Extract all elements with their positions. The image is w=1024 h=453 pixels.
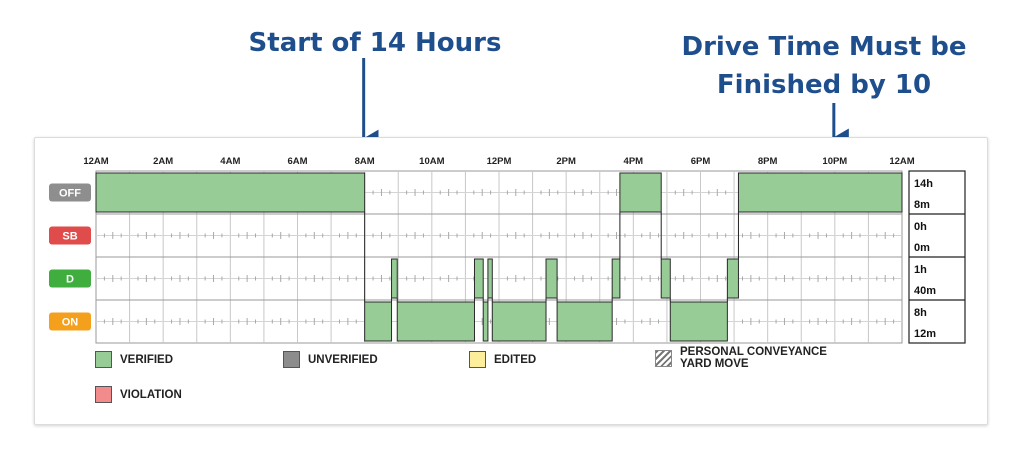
duty-status-chart: 12AM 2AM 4AM 6AM 8AM 10AM 12PM 2PM 4PM 6PM 8PM 10PM…	[49, 156, 966, 344]
yard-move-text: YARD MOVE	[680, 358, 749, 370]
x-tick-label: 4PM	[624, 156, 644, 167]
start-annotation: Start of 14 Hours	[248, 28, 502, 58]
status-badge-label: SB	[62, 231, 77, 243]
x-tick-label: 2AM	[153, 156, 173, 167]
x-tick-label: 12PM	[487, 156, 512, 167]
duty-segment	[396, 301, 475, 342]
x-tick-label: 10PM	[822, 156, 847, 167]
legend-edited: EDITED	[469, 351, 536, 368]
duty-segment	[545, 258, 558, 299]
status-badge	[49, 312, 91, 331]
duty-segment	[482, 301, 489, 342]
total-hours: 8h	[914, 307, 927, 319]
status-badge	[49, 269, 91, 288]
status-badge-label: OFF	[59, 188, 81, 200]
verified-swatch-icon	[95, 351, 112, 368]
duty-segment	[619, 172, 662, 213]
personal-conveyance-text: PERSONAL CONVEYANCE	[680, 346, 827, 358]
total-hours: 1h	[914, 264, 927, 276]
x-tick-label: 4AM	[220, 156, 240, 167]
finish-annotation-line1: Drive Time Must be	[681, 32, 967, 62]
x-tick-label: 10AM	[419, 156, 444, 167]
violation-swatch-icon	[95, 386, 112, 403]
x-tick-label: 8AM	[355, 156, 375, 167]
status-badge-label: ON	[62, 317, 79, 329]
total-hours: 0h	[914, 221, 927, 233]
x-tick-label: 6AM	[287, 156, 307, 167]
x-tick-label: 2PM	[556, 156, 576, 167]
x-tick-label: 8PM	[758, 156, 778, 167]
unverified-swatch-icon	[283, 351, 300, 368]
legend-personal-conveyance: PERSONAL CONVEYANCE YARD MOVE	[655, 346, 827, 370]
legend-violation: VIOLATION	[95, 386, 182, 403]
finish-annotation-line2: Finished by 10	[716, 70, 932, 100]
duty-segment	[95, 172, 366, 213]
finish-annotation: Drive Time Must be Finished by 10	[664, 28, 984, 104]
duty-segment	[487, 258, 493, 299]
legend-edited-label: EDITED	[494, 353, 537, 366]
duty-segment	[669, 301, 728, 342]
duty-segment	[473, 258, 484, 299]
edited-swatch-icon	[469, 351, 486, 368]
total-minutes: 40m	[914, 285, 936, 297]
log-panel: 12AM 2AM 4AM 6AM 8AM 10AM 12PM 2PM 4PM 6PM 8PM 10PM…	[34, 137, 988, 425]
duty-segment	[391, 258, 398, 299]
duty-segment	[660, 258, 671, 299]
duty-segment	[491, 301, 547, 342]
total-hours: 14h	[914, 178, 933, 190]
x-tick-label: 6PM	[691, 156, 711, 167]
total-minutes: 12m	[914, 328, 936, 340]
duty-segment	[364, 301, 393, 342]
legend-verified: VERIFIED	[95, 351, 173, 368]
duty-segment	[556, 301, 613, 342]
status-badge	[49, 183, 91, 202]
status-badge	[49, 226, 91, 245]
duty-segment	[611, 258, 621, 299]
duty-segment	[737, 172, 903, 213]
total-minutes: 0m	[914, 242, 930, 254]
annotation-arrows	[360, 58, 849, 151]
legend-personal-conveyance-label: PERSONAL CONVEYANCE YARD MOVE	[680, 346, 827, 370]
x-tick-label: 12AM	[83, 156, 108, 167]
hatch-swatch-icon	[655, 349, 672, 367]
x-tick-label: 12AM	[889, 156, 914, 167]
legend-unverified: UNVERIFIED	[283, 351, 378, 368]
duty-segment	[726, 258, 739, 299]
legend-unverified-label: UNVERIFIED	[308, 353, 378, 366]
status-badge-label: D	[66, 274, 74, 286]
total-minutes: 8m	[914, 199, 930, 211]
legend-violation-label: VIOLATION	[120, 388, 182, 401]
legend-verified-label: VERIFIED	[120, 353, 174, 366]
